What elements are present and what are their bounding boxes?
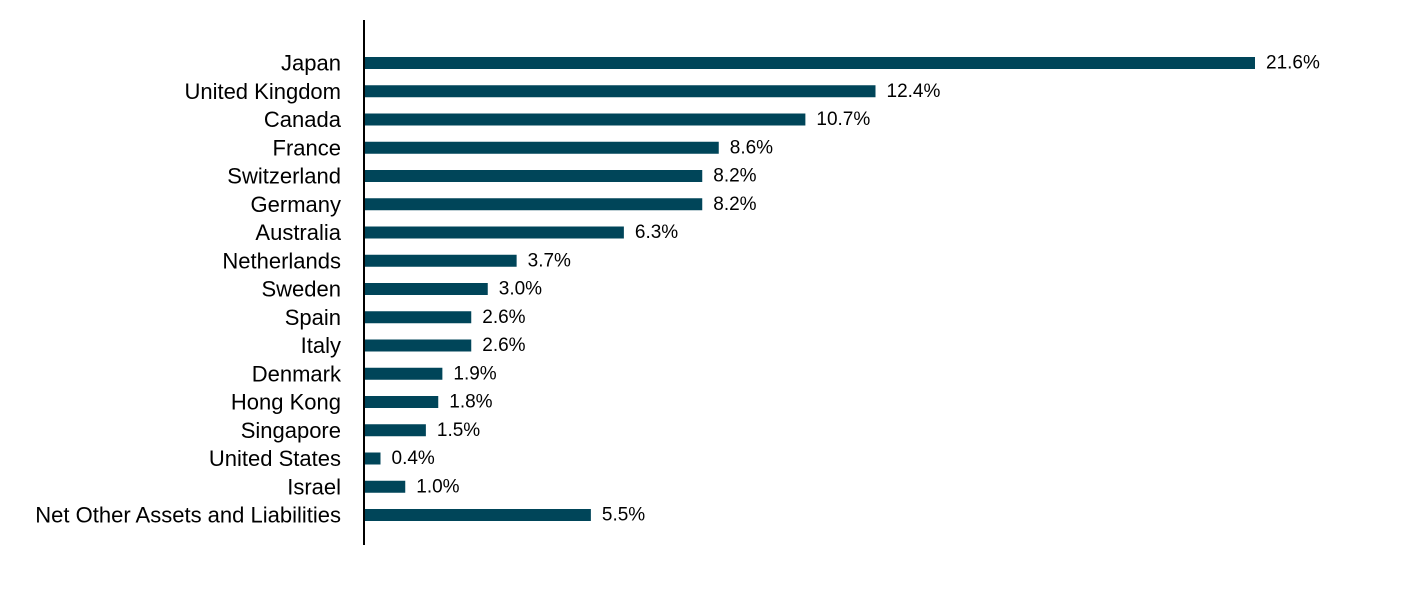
category-label-united-states: United States (209, 446, 341, 471)
bar-france (364, 141, 719, 154)
category-label-france: France (273, 135, 341, 160)
value-labels-group: 21.6% 12.4% 10.7% 8.6% 8.2% 8.2% 6.3% 3.7% 3.0% 2… (392, 53, 1320, 526)
bar-japan (364, 57, 1255, 69)
bar-hong-kong (364, 396, 439, 408)
bar-singapore (364, 424, 426, 437)
value-label-net-other-assets-and-liabilities: 5.5% (602, 505, 645, 526)
value-label-united-kingdom: 12.4% (887, 81, 941, 102)
category-label-denmark: Denmark (252, 361, 342, 386)
bar-spain (364, 311, 472, 324)
value-label-canada: 10.7% (816, 109, 870, 130)
category-label-israel: Israel (287, 474, 341, 499)
bar-sweden (364, 283, 488, 295)
value-label-united-states: 0.4% (392, 448, 435, 469)
category-label-sweden: Sweden (261, 277, 341, 302)
category-label-spain: Spain (285, 305, 341, 330)
category-label-united-kingdom: United Kingdom (184, 79, 341, 104)
bars-group (364, 57, 1255, 521)
bar-netherlands (364, 254, 517, 267)
value-label-italy: 2.6% (482, 335, 525, 356)
bar-net-other-assets-and-liabilities (364, 509, 591, 521)
bar-denmark (364, 367, 443, 380)
value-label-singapore: 1.5% (437, 420, 480, 441)
bar-israel (364, 480, 406, 493)
category-label-germany: Germany (251, 192, 341, 217)
value-label-sweden: 3.0% (499, 279, 542, 300)
category-label-singapore: Singapore (241, 418, 341, 443)
category-label-canada: Canada (264, 107, 342, 132)
bar-switzerland (364, 170, 703, 182)
value-label-israel: 1.0% (416, 476, 459, 497)
bar-canada (364, 113, 806, 126)
category-label-net-other-assets-and-liabilities: Net Other Assets and Liabilities (35, 503, 341, 528)
category-label-hong-kong: Hong Kong (231, 390, 341, 415)
bar-united-kingdom (364, 85, 876, 98)
value-label-spain: 2.6% (482, 307, 525, 328)
value-label-australia: 6.3% (635, 222, 678, 243)
category-label-switzerland: Switzerland (227, 164, 341, 189)
bar-australia (364, 226, 624, 239)
value-label-germany: 8.2% (713, 194, 756, 215)
value-label-denmark: 1.9% (453, 363, 496, 384)
bar-italy (364, 339, 472, 352)
value-label-netherlands: 3.7% (528, 250, 571, 271)
bar-germany (364, 198, 703, 211)
category-labels-group: Japan United Kingdom Canada France Switzerla… (35, 51, 342, 528)
category-label-netherlands: Netherlands (222, 248, 341, 273)
category-label-italy: Italy (301, 333, 341, 358)
category-label-japan: Japan (281, 51, 341, 76)
value-label-hong-kong: 1.8% (449, 392, 492, 413)
value-label-japan: 21.6% (1266, 53, 1320, 74)
category-label-australia: Australia (255, 220, 341, 245)
bar-united-states (364, 452, 381, 465)
value-label-switzerland: 8.2% (713, 166, 756, 187)
value-label-france: 8.6% (730, 137, 773, 158)
